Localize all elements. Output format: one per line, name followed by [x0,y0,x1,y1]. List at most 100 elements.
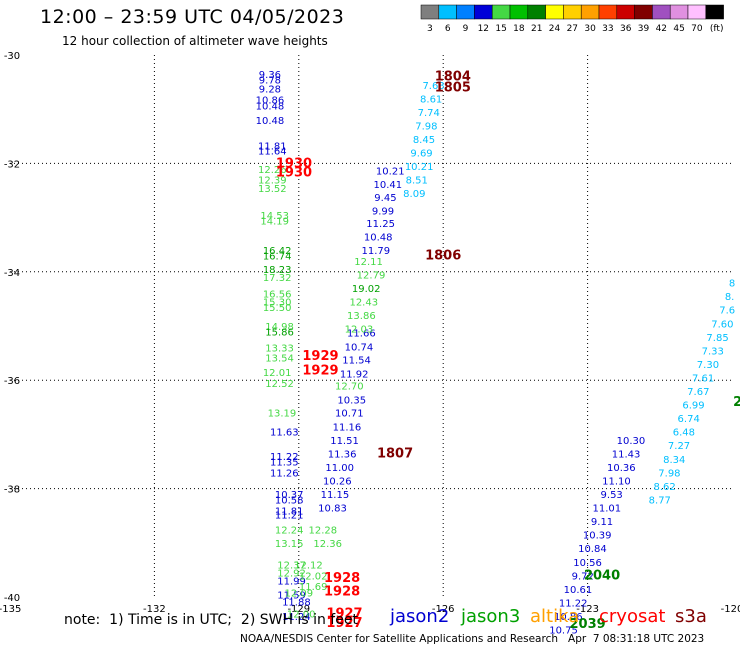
wave-height-label: 10.26 [323,476,352,487]
wave-height-label: 10.75 [549,626,578,637]
wave-height-label: 11.00 [325,463,354,474]
wave-height-label: 12.39 [258,176,287,187]
wave-height-label: 19.02 [352,284,381,295]
wave-height-label: 11.01 [593,504,622,515]
scale-label: 39 [638,24,650,34]
wave-height-label: 11.81 [275,506,304,517]
wave-height-labels: 9.369.789.2810.8610.4810.4811.8111.6411.… [256,70,740,637]
scale-label: 36 [620,24,632,34]
scale-swatch [456,4,475,20]
wave-height-label: 9.69 [410,149,432,160]
wave-height-label: 10.37 [275,490,304,501]
wave-height-label: 11.51 [330,436,359,447]
scale-label: 33 [602,24,613,34]
wave-height-label: 15.86 [265,327,294,338]
pass-id-label: 1930 [276,156,312,171]
wave-height-label: 7.33 [702,346,724,357]
grid-lines [10,55,732,597]
pass-id-label: 2040 [584,568,620,583]
scale-swatch [598,4,618,20]
scale-label: 70 [691,24,703,34]
x-tick-label: -120 [721,604,740,615]
pass-id-label: 1805 [435,81,471,96]
wave-height-label: 8.61 [420,94,442,105]
color-scale-legend: 3 6 9 12 15 18 21 24 27 30 33 36 39 42 45 70 (ft) [420,4,724,34]
wave-height-label: 8. [725,292,735,303]
wave-height-label: 6.48 [673,428,695,439]
credit-footer: NOAA/NESDIS Center for Satellite Applica… [240,633,705,645]
wave-height-label: 10.35 [337,396,366,407]
wave-height-label: 10.48 [364,233,393,244]
x-tick-label: -126 [432,604,455,615]
scale-swatch [669,4,689,20]
wave-height-label: 11.25 [366,219,395,230]
wave-height-label: 11.35 [270,458,299,469]
wave-height-label: 10.21 [376,166,405,177]
wave-height-label: 12.70 [335,382,364,393]
wave-height-label: 14.53 [260,211,289,222]
wave-height-label: 13.54 [265,353,294,364]
scale-label: 18 [513,24,525,34]
wave-height-label: 8.77 [649,495,671,506]
wave-height-label: 10.30 [617,436,646,447]
scale-swatch [687,4,707,20]
wave-height-label: 9.11 [591,517,613,528]
scale-label: 27 [567,24,578,34]
pass-id-label: 1927 [326,616,362,631]
wave-height-label: 10.48 [256,116,285,127]
wave-height-label: 11.36 [328,449,357,460]
wave-height-label: 7.74 [418,108,440,119]
scale-swatch [616,4,635,20]
wave-height-label: 8 [729,279,735,290]
pass-id-label: 1930 [276,166,312,181]
scale-label: 15 [495,24,506,34]
wave-height-label: 9.78 [259,75,281,86]
wave-height-label: 12.24 [275,525,304,536]
wave-height-label: 7.98 [658,468,680,479]
scale-label: 12 [478,24,489,34]
y-tick-label: -40 [4,593,20,604]
pass-id-label: 1928 [324,585,360,600]
wave-height-label: 11.54 [342,356,371,367]
pass-id-label: 2039 [570,617,606,632]
scale-label: 6 [445,24,451,34]
wave-height-label: 11.81 [258,142,287,153]
wave-height-label: 11.79 [361,246,390,257]
wave-height-label: 7.98 [415,121,437,132]
wave-height-label: 11.92 [340,370,369,381]
wave-height-label: 13.52 [258,184,287,195]
wave-height-label: 10.86 [256,95,285,106]
wave-height-label: 7.27 [668,441,690,452]
scale-swatch [509,4,529,20]
wave-height-label: 11.10 [602,476,631,487]
pass-id-label: 1929 [302,363,338,378]
axis-tick-labels: -135 -132 -129 -126 -123 -120 -30 -32 -34 -36 -38 -… [0,51,740,615]
wave-height-label: 8.09 [403,189,425,200]
scale-swatch [491,4,511,20]
wave-height-label: 11.59 [277,590,306,601]
wave-height-label: 10.71 [335,409,364,420]
wave-height-label: 9.28 [259,85,281,96]
wave-height-label: 11.63 [270,428,299,439]
wave-height-label: 12.03 [345,325,374,336]
legend-jason2: jason2 [390,606,450,627]
wave-height-label: 10.36 [607,463,636,474]
scale-swatch [420,4,440,20]
legend-altika: altika [530,606,580,627]
wave-height-label: 16.56 [263,289,292,300]
wave-height-label: 8.45 [413,135,435,146]
wave-height-label: 14.19 [260,216,289,227]
wave-height-label: 17.32 [263,273,292,284]
wave-height-label: 11.69 [299,582,328,593]
wave-height-label: 10.83 [318,504,347,515]
wave-height-label: 12.79 [357,271,386,282]
wave-height-label: 10.61 [564,585,593,596]
pass-id-label: 2041 [733,395,740,410]
wave-height-label: 9.53 [601,490,623,501]
wave-height-label: 11.43 [612,449,641,460]
scale-swatch [474,4,493,20]
wave-height-label: 9.99 [372,207,394,218]
wave-height-label: 11.24 [282,612,311,623]
scale-label: 3 [427,24,433,34]
wave-height-label: 6.99 [682,401,704,412]
